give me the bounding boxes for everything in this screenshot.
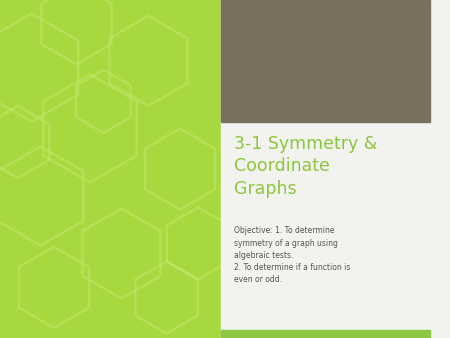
- Bar: [220, 330, 430, 338]
- Bar: [220, 0, 450, 338]
- Text: Objective: 1. To determine
symmetry of a graph using
algebraic tests.
2. To dete: Objective: 1. To determine symmetry of a…: [234, 226, 351, 284]
- Bar: [220, 0, 430, 122]
- Text: 3-1 Symmetry &
Coordinate
Graphs: 3-1 Symmetry & Coordinate Graphs: [234, 135, 378, 198]
